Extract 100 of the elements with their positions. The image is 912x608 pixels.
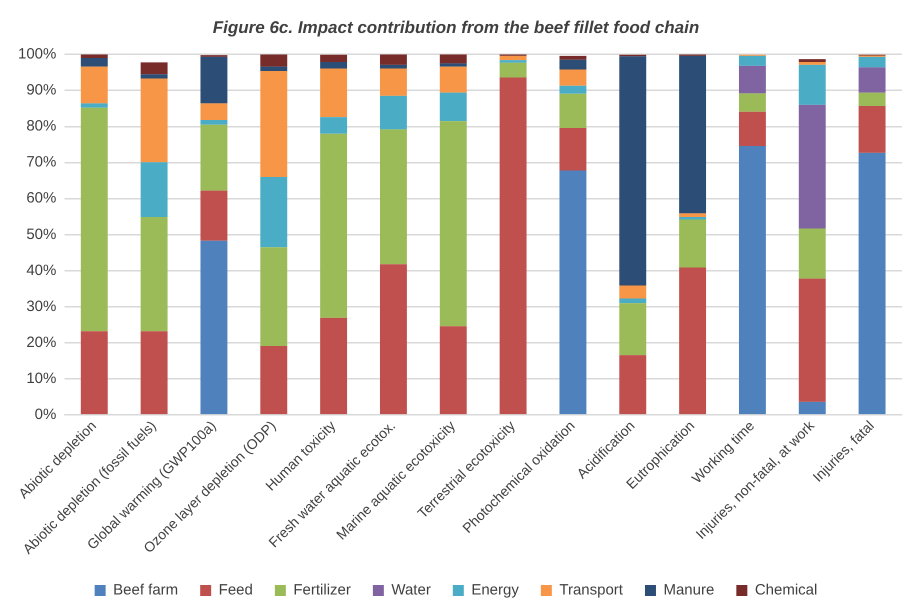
bar (679, 216, 706, 220)
bar (260, 54, 288, 67)
bar (380, 129, 407, 264)
bar (440, 54, 467, 64)
bar (380, 264, 407, 414)
bar (738, 66, 766, 94)
bar (858, 92, 886, 106)
bar (200, 120, 228, 125)
bar (200, 56, 228, 104)
bar (738, 56, 766, 66)
bar (679, 56, 706, 214)
bar (320, 68, 348, 118)
bar (260, 346, 288, 414)
bar (858, 152, 886, 414)
bar (559, 86, 586, 94)
bar (200, 240, 228, 414)
bar (80, 58, 108, 67)
y-tick-label: 10% (26, 370, 56, 388)
bar (200, 124, 228, 191)
bar (798, 402, 826, 414)
bar (738, 112, 766, 146)
bar (140, 162, 168, 217)
bar (798, 62, 826, 65)
bar (440, 121, 467, 326)
bar (798, 59, 826, 62)
legend-label: Water (391, 582, 431, 599)
bar (320, 134, 348, 318)
bar (798, 228, 826, 279)
bar (320, 318, 348, 414)
bar (380, 68, 407, 96)
bar (619, 303, 646, 356)
bar (559, 70, 586, 86)
y-tick-label: 90% (26, 82, 56, 99)
legend-label: Fertilizer (293, 582, 351, 599)
bar (140, 74, 168, 79)
bar (200, 103, 228, 120)
bar (858, 56, 886, 68)
bar (260, 70, 288, 177)
bar (140, 62, 168, 74)
legend-label: Transport (559, 582, 624, 599)
bar (559, 170, 586, 414)
bar (320, 62, 348, 68)
bar (200, 190, 228, 241)
bar (559, 56, 586, 60)
y-tick-label: 70% (26, 154, 56, 171)
bar (320, 54, 348, 62)
bar (738, 146, 766, 414)
bar (559, 60, 586, 70)
y-tick-label: 0% (34, 406, 56, 424)
bar (679, 267, 706, 414)
bar (619, 285, 646, 298)
bar (80, 66, 108, 104)
bar (320, 117, 348, 134)
bar (500, 60, 527, 63)
bar (798, 104, 826, 229)
bar (380, 64, 407, 68)
bar (619, 56, 646, 286)
bar (500, 56, 527, 60)
bar (380, 96, 407, 130)
bar (140, 331, 168, 414)
bar (80, 54, 108, 58)
bar (440, 92, 467, 122)
legend-label: Manure (663, 582, 714, 599)
bar (140, 78, 168, 162)
y-tick-label: 20% (26, 334, 56, 351)
bar (559, 128, 586, 170)
bar (440, 66, 467, 93)
bar (619, 298, 646, 304)
bar (559, 94, 586, 128)
bar (738, 93, 766, 112)
bar (440, 326, 467, 414)
bar (80, 108, 108, 332)
legend-label: Feed (218, 582, 253, 599)
y-tick-label: 50% (26, 226, 56, 243)
bar (380, 54, 407, 65)
chart-title: Figure 6c. Impact contribution from the beef fillet food chain (212, 18, 700, 37)
y-tick-label: 80% (26, 118, 56, 135)
bar (679, 220, 706, 268)
bar (80, 103, 108, 108)
bar (500, 62, 527, 78)
bar (858, 106, 886, 153)
legend-label: Beef farm (113, 582, 178, 599)
y-tick-label: 100% (18, 46, 56, 63)
bar (798, 64, 826, 105)
bar (260, 247, 288, 346)
bar (260, 66, 288, 71)
y-tick-label: 30% (26, 298, 56, 315)
bar (80, 331, 108, 414)
bar (500, 77, 527, 414)
bar (679, 213, 706, 217)
y-tick-label: 60% (26, 190, 56, 207)
legend-label: Chemical (754, 582, 818, 599)
bar (440, 63, 467, 67)
bar (140, 216, 168, 332)
bar (619, 355, 646, 414)
bar (798, 278, 826, 402)
bar (858, 67, 886, 93)
bar (260, 176, 288, 248)
legend-label: Energy (471, 582, 520, 599)
y-tick-label: 40% (26, 262, 56, 279)
